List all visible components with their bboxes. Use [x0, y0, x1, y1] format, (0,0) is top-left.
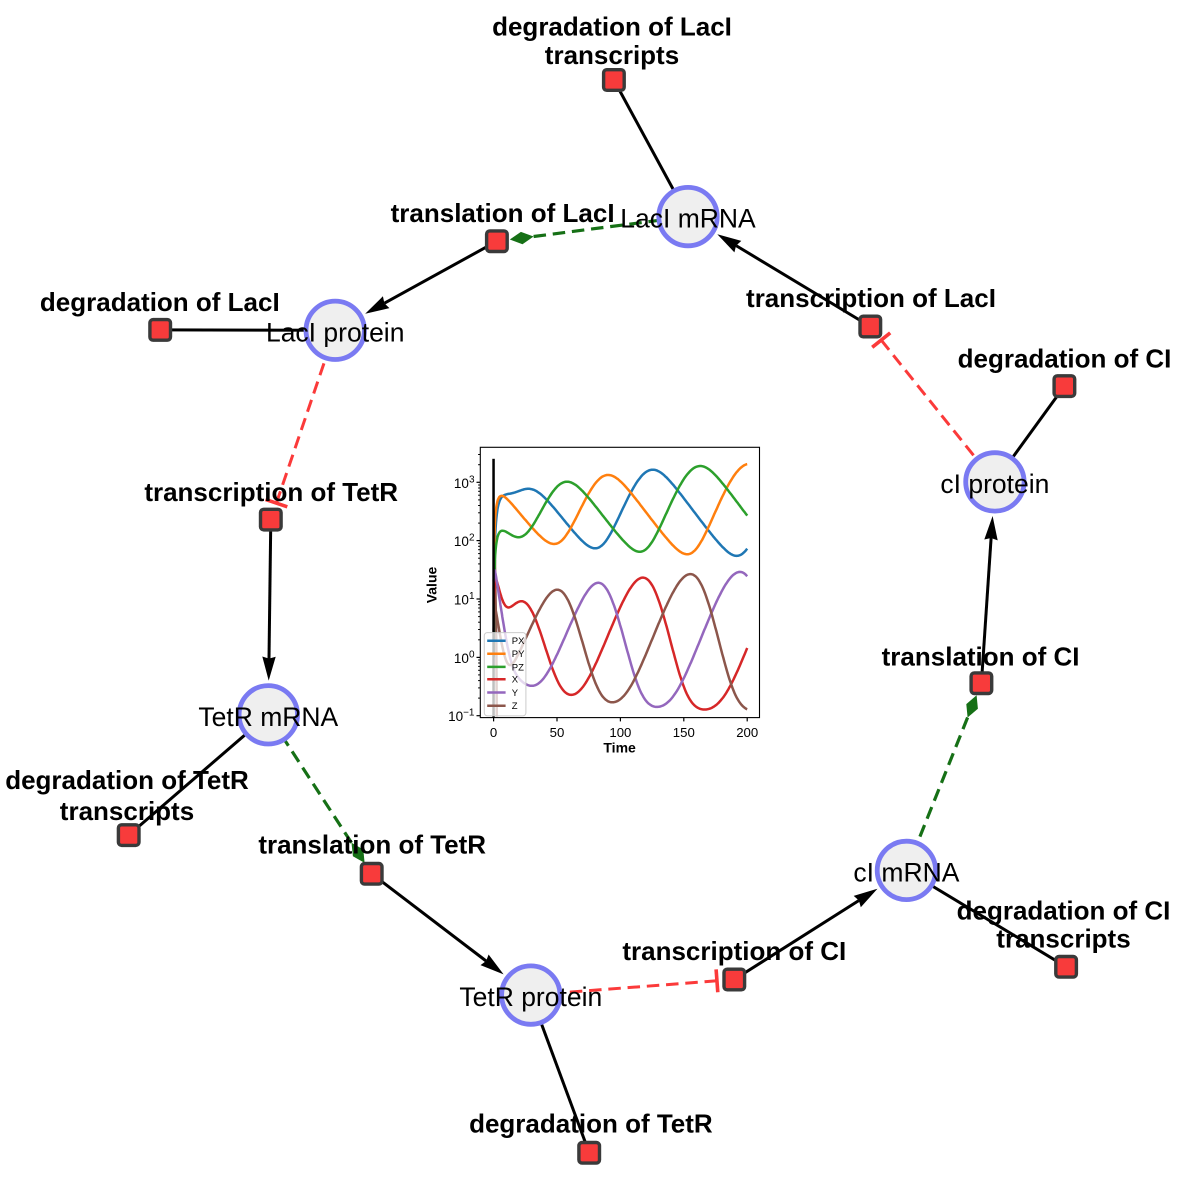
svg-text:Value: Value [424, 567, 440, 604]
svg-text:50: 50 [550, 725, 565, 740]
svg-text:TetR mRNA: TetR mRNA [198, 702, 338, 732]
svg-text:PY: PY [512, 649, 525, 660]
svg-text:Time: Time [603, 739, 636, 755]
svg-text:degradation of CI: degradation of CI [958, 344, 1172, 374]
svg-text:PX: PX [512, 636, 525, 647]
svg-text:X: X [512, 675, 519, 686]
svg-text:transcripts: transcripts [996, 924, 1130, 954]
svg-text:Y: Y [512, 688, 519, 699]
svg-text:translation of CI: translation of CI [882, 642, 1080, 672]
svg-text:100: 100 [609, 725, 631, 740]
svg-text:transcripts: transcripts [545, 40, 679, 70]
svg-text:transcription of CI: transcription of CI [622, 936, 846, 966]
svg-text:0: 0 [490, 725, 497, 740]
svg-text:degradation of TetR: degradation of TetR [5, 765, 249, 795]
svg-text:LacI mRNA: LacI mRNA [620, 204, 756, 234]
svg-text:translation of TetR: translation of TetR [258, 829, 486, 859]
svg-text:transcripts: transcripts [60, 796, 194, 826]
svg-text:150: 150 [673, 725, 695, 740]
svg-text:Z: Z [512, 701, 518, 712]
svg-text:degradation of TetR: degradation of TetR [469, 1109, 713, 1139]
svg-text:PZ: PZ [512, 662, 524, 673]
svg-text:degradation of CI: degradation of CI [957, 896, 1171, 926]
svg-text:200: 200 [736, 725, 758, 740]
svg-text:cI protein: cI protein [940, 469, 1049, 499]
svg-text:degradation of LacI: degradation of LacI [40, 287, 280, 317]
svg-text:transcription of LacI: transcription of LacI [746, 283, 996, 313]
svg-text:translation of LacI: translation of LacI [391, 198, 615, 228]
svg-text:transcription of TetR: transcription of TetR [144, 477, 398, 507]
svg-text:cI mRNA: cI mRNA [853, 857, 959, 887]
svg-text:LacI protein: LacI protein [266, 317, 404, 347]
svg-text:TetR protein: TetR protein [459, 982, 602, 1012]
svg-text:degradation of LacI: degradation of LacI [492, 11, 732, 41]
